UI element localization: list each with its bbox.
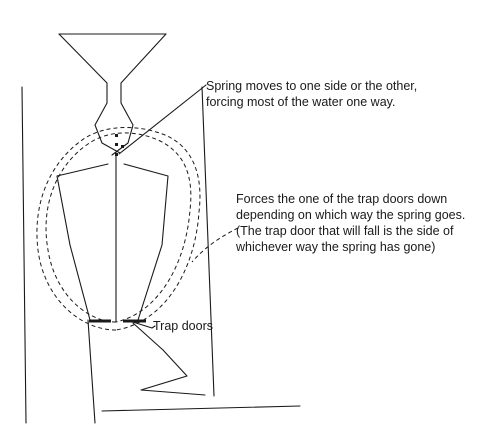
- forces-annotation-line: Forces the one of the trap doors down: [236, 192, 448, 206]
- spring-dot: [121, 145, 124, 148]
- forces-pointer: [191, 227, 239, 263]
- funnel-right-wall: [111, 33, 167, 156]
- spring-annotation-line: Spring moves to one side or the other,: [206, 79, 418, 93]
- lower-chute: [132, 322, 206, 396]
- spring-pointer: [118, 84, 207, 155]
- spring-dot: [115, 153, 118, 156]
- spring-dot: [115, 143, 118, 146]
- funnel-left-wall: [58, 33, 121, 154]
- forces-annotation-line: (The trap door that will fall is the sid…: [236, 224, 454, 238]
- inner-dashed-sack: [45, 132, 192, 323]
- right-chamber-wall: [123, 163, 169, 321]
- lower-shaft-left: [87, 319, 96, 424]
- spring-dot: [115, 134, 118, 137]
- spring-annotation: Spring moves to one side or the other, f…: [206, 78, 417, 110]
- ground-line: [101, 405, 301, 412]
- forces-annotation: Forces the one of the trap doors down de…: [236, 191, 465, 255]
- trap-doors-label: Trap doors: [153, 319, 213, 333]
- forces-annotation-line: whichever way the spring has gone): [236, 240, 436, 254]
- left-outer-wall: [21, 86, 27, 424]
- spring-annotation-line: forcing most of the water one way.: [206, 95, 396, 109]
- trap-door-pointer: [132, 321, 156, 329]
- left-chamber-wall: [56, 163, 109, 321]
- right-outer-wall: [201, 86, 215, 397]
- outer-dashed-sack: [36, 127, 201, 331]
- forces-annotation-line: depending on which way the spring goes.: [236, 208, 466, 222]
